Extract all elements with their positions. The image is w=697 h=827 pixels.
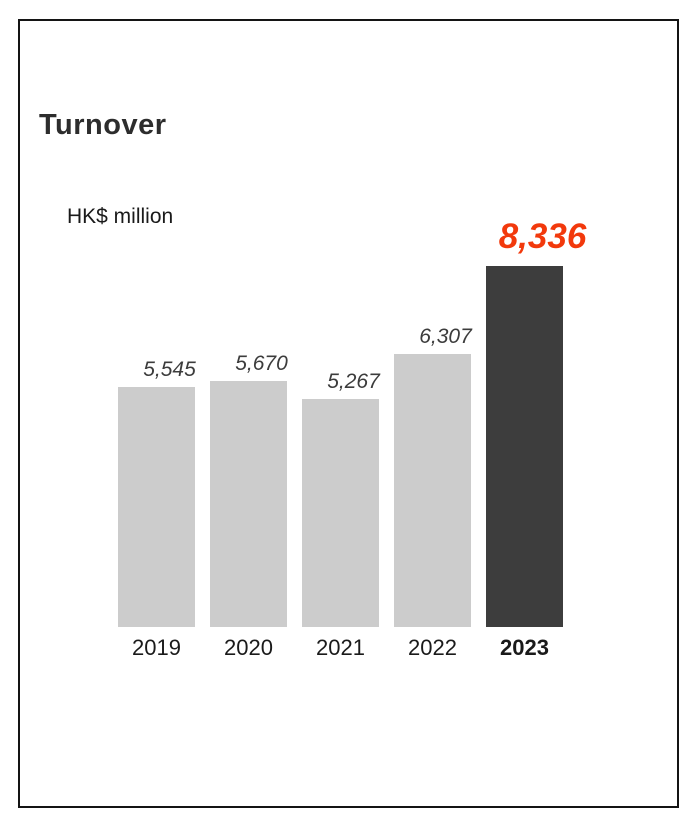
bar-2020	[210, 381, 287, 627]
x-axis-label-2021: 2021	[316, 635, 365, 660]
x-axis-label-2022: 2022	[408, 635, 457, 660]
x-axis-labels: 2019 2020 2021 2022 2023	[118, 635, 564, 661]
chart-frame: Turnover HK$ million 5,545 5,670 5,267 6,30…	[18, 19, 679, 808]
bar-2019	[118, 387, 195, 627]
value-label-2019: 5,545	[143, 358, 196, 381]
x-axis-label-2020: 2020	[224, 635, 273, 660]
value-label-2022: 6,307	[419, 325, 472, 348]
x-axis-label-2023: 2023	[500, 635, 549, 660]
x-axis-label-2019: 2019	[132, 635, 181, 660]
bar-2023	[486, 266, 563, 627]
value-label-2023: 8,336	[498, 217, 587, 256]
unit-label: HK$ million	[67, 205, 174, 228]
bar-2022	[394, 354, 471, 627]
bar-column-2021: 5,267	[302, 266, 380, 627]
bar-column-2022: 6,307	[394, 266, 472, 627]
bar-column-2019: 5,545	[118, 266, 196, 627]
chart-title: Turnover	[39, 109, 167, 141]
bar-column-2023: 8,336	[486, 219, 586, 627]
bar-chart: 5,545 5,670 5,267 6,307 8,336 2019 2020 2021 20…	[118, 219, 586, 686]
bar-column-2020: 5,670	[210, 266, 288, 627]
bars-container: 5,545 5,670 5,267 6,307 8,336	[118, 219, 586, 627]
bar-2021	[302, 399, 379, 627]
value-label-2021: 5,267	[327, 370, 380, 393]
value-label-2020: 5,670	[235, 352, 288, 375]
